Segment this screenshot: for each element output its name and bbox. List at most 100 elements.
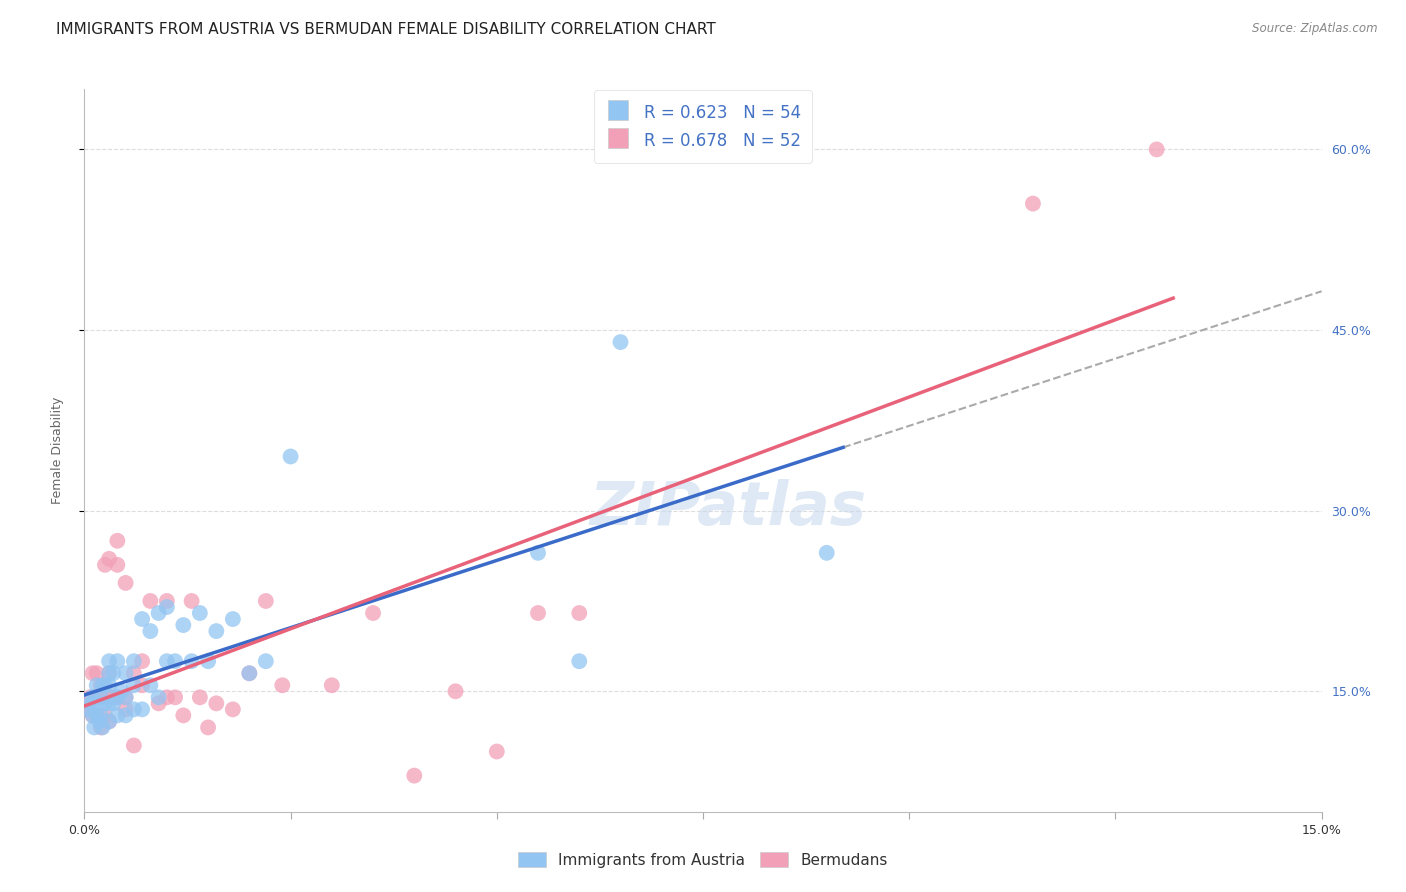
Point xyxy=(254,654,277,668)
Point xyxy=(148,606,170,620)
Point xyxy=(180,654,202,668)
Point xyxy=(82,666,104,681)
Point xyxy=(83,721,105,735)
Point xyxy=(122,654,145,668)
Point xyxy=(254,594,277,608)
Point xyxy=(98,551,121,566)
Point xyxy=(82,690,104,705)
Point xyxy=(90,690,112,705)
Point xyxy=(105,654,128,668)
Point xyxy=(321,678,343,692)
Point xyxy=(156,654,179,668)
Point xyxy=(131,702,153,716)
Point xyxy=(114,690,136,705)
Point xyxy=(86,666,108,681)
Point xyxy=(114,708,136,723)
Point xyxy=(98,714,121,729)
Point xyxy=(90,708,112,723)
Point xyxy=(197,721,219,735)
Point xyxy=(485,744,508,758)
Point xyxy=(205,696,228,710)
Point xyxy=(94,678,117,692)
Point xyxy=(114,690,136,705)
Point xyxy=(527,546,550,560)
Point xyxy=(86,678,108,692)
Point xyxy=(82,708,104,723)
Point xyxy=(103,696,125,710)
Point xyxy=(172,708,194,723)
Point xyxy=(105,690,128,705)
Point xyxy=(86,708,108,723)
Point xyxy=(122,739,145,753)
Point xyxy=(105,558,128,572)
Point xyxy=(90,678,112,692)
Point xyxy=(122,666,145,681)
Point xyxy=(110,684,132,698)
Legend: Immigrants from Austria, Bermudans: Immigrants from Austria, Bermudans xyxy=(510,844,896,875)
Point xyxy=(105,690,128,705)
Legend: R = 0.623   N = 54, R = 0.678   N = 52: R = 0.623 N = 54, R = 0.678 N = 52 xyxy=(593,90,813,162)
Point xyxy=(122,678,145,692)
Point xyxy=(84,696,107,710)
Point xyxy=(77,702,100,716)
Point xyxy=(271,678,294,692)
Point xyxy=(122,702,145,716)
Point xyxy=(91,721,114,735)
Point xyxy=(156,690,179,705)
Point xyxy=(527,606,550,620)
Point xyxy=(77,696,100,710)
Point xyxy=(82,708,104,723)
Y-axis label: Female Disability: Female Disability xyxy=(51,397,63,504)
Point xyxy=(94,558,117,572)
Point xyxy=(105,533,128,548)
Text: Source: ZipAtlas.com: Source: ZipAtlas.com xyxy=(1253,22,1378,36)
Point xyxy=(815,546,838,560)
Text: IMMIGRANTS FROM AUSTRIA VS BERMUDAN FEMALE DISABILITY CORRELATION CHART: IMMIGRANTS FROM AUSTRIA VS BERMUDAN FEMA… xyxy=(56,22,716,37)
Point xyxy=(139,678,162,692)
Point xyxy=(205,624,228,639)
Point xyxy=(222,612,245,626)
Point xyxy=(89,714,111,729)
Point xyxy=(98,714,121,729)
Point xyxy=(156,594,179,608)
Point xyxy=(156,600,179,615)
Point xyxy=(188,606,211,620)
Point xyxy=(82,690,104,705)
Point xyxy=(222,702,245,716)
Point xyxy=(98,678,121,692)
Point xyxy=(568,606,591,620)
Point xyxy=(165,690,187,705)
Text: ZIPatlas: ZIPatlas xyxy=(589,479,866,538)
Point xyxy=(1022,196,1045,211)
Point xyxy=(172,618,194,632)
Point xyxy=(131,654,153,668)
Point xyxy=(197,654,219,668)
Point xyxy=(114,666,136,681)
Point xyxy=(114,576,136,591)
Point xyxy=(131,678,153,692)
Point xyxy=(98,696,121,710)
Point xyxy=(188,690,211,705)
Point xyxy=(105,708,128,723)
Point xyxy=(94,708,117,723)
Point xyxy=(568,654,591,668)
Point xyxy=(165,654,187,668)
Point xyxy=(114,702,136,716)
Point xyxy=(148,696,170,710)
Point xyxy=(280,450,302,464)
Point xyxy=(404,769,426,783)
Point xyxy=(139,624,162,639)
Point xyxy=(98,666,121,681)
Point xyxy=(238,666,260,681)
Point xyxy=(76,702,98,716)
Point xyxy=(361,606,384,620)
Point xyxy=(444,684,467,698)
Point xyxy=(90,690,112,705)
Point xyxy=(80,696,103,710)
Point xyxy=(86,708,108,723)
Point xyxy=(180,594,202,608)
Point xyxy=(98,654,121,668)
Point xyxy=(609,334,631,349)
Point xyxy=(98,666,121,681)
Point xyxy=(103,690,125,705)
